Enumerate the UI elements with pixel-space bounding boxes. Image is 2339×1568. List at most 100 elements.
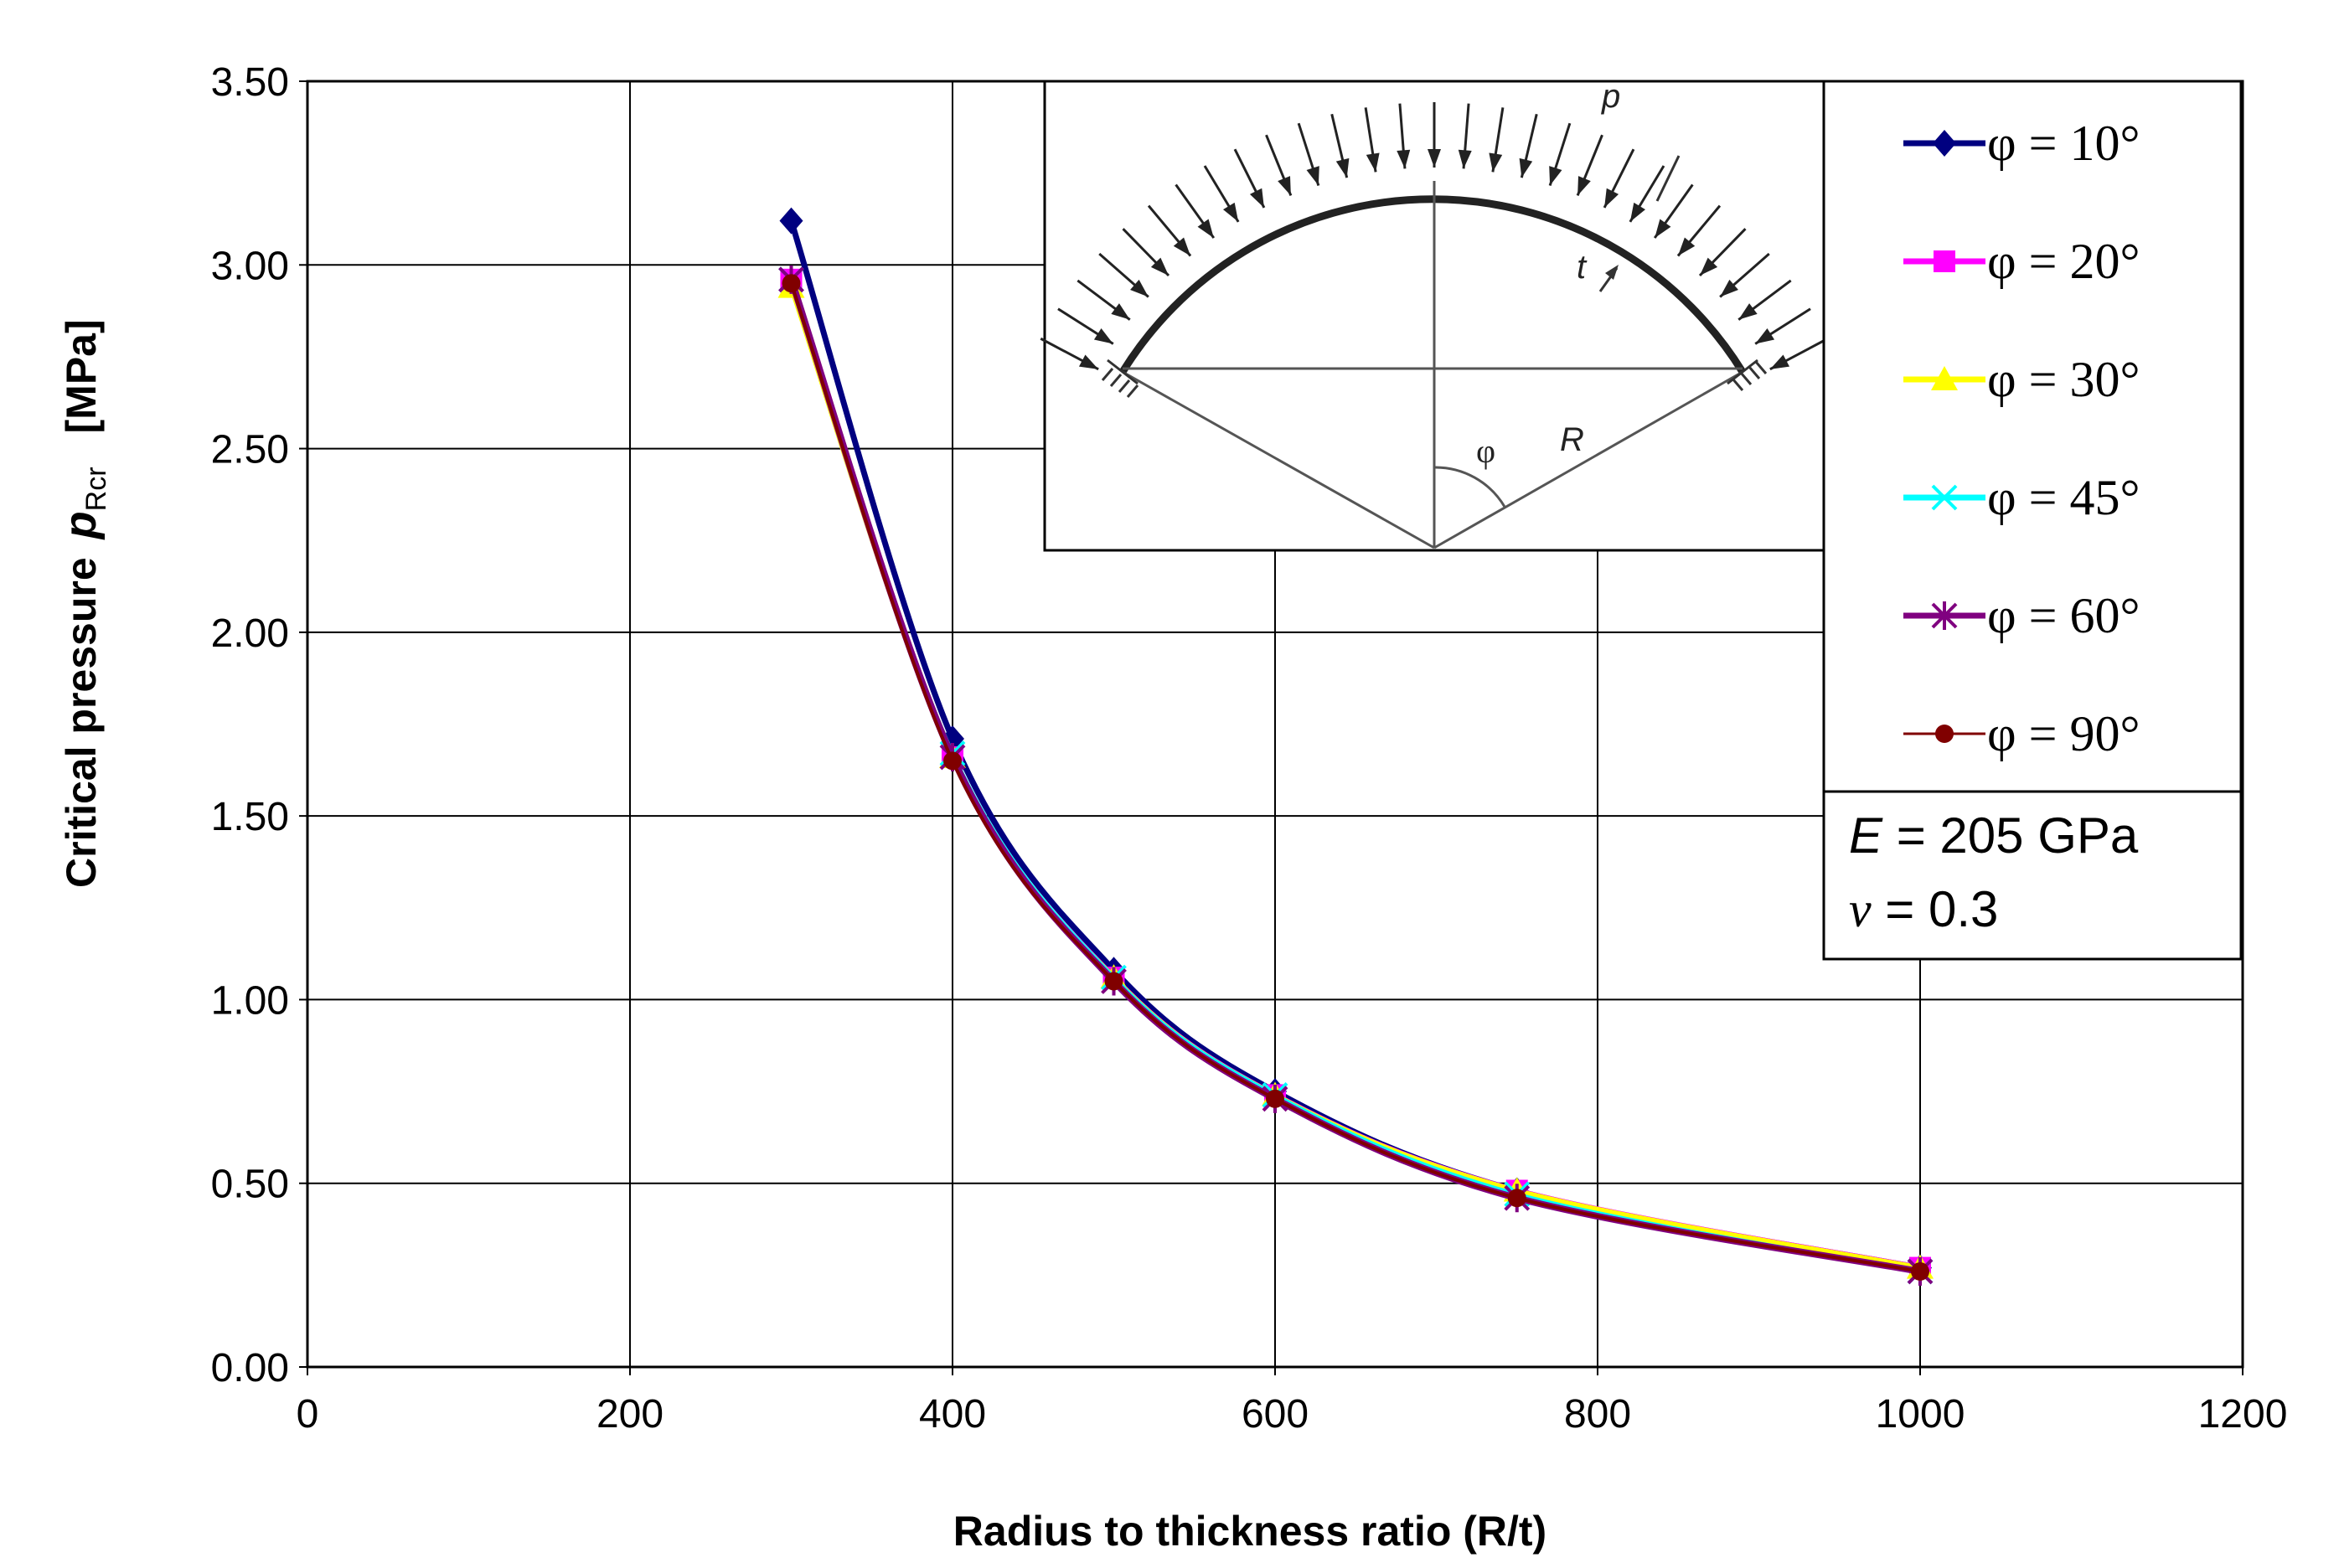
y-tick-label: 2.50 [211, 428, 289, 472]
legend-marker [1935, 725, 1954, 743]
legend-entry: φ = 30° [1903, 352, 2140, 407]
pressure-arrow [1233, 148, 1266, 209]
inset-thickness-label: t [1577, 249, 1588, 286]
pressure-arrow [1428, 102, 1441, 168]
data-point [1911, 1261, 1929, 1281]
y-tick-label: 0.50 [211, 1163, 289, 1207]
legend-label: φ = 60° [1987, 588, 2140, 643]
legend-entry: φ = 90° [1903, 706, 2140, 761]
legend-marker [1931, 366, 1958, 390]
left-support-hatch [1101, 358, 1139, 398]
inset-pressure-label: p [1601, 78, 1620, 115]
poisson-ratio-label: ν = 0.3 [1849, 881, 1998, 937]
data-point [1266, 1089, 1284, 1108]
legend-label: φ = 10° [1987, 116, 2140, 171]
pressure-arrow [1698, 228, 1747, 277]
pressure-arrow [1576, 134, 1603, 197]
x-axis-title: Radius to thickness ratio (R/t) [953, 1508, 1546, 1555]
inset-angle-label: φ [1476, 432, 1495, 470]
pressure-arrow [1147, 204, 1192, 257]
y-axis-title-subscript: Rcr [80, 467, 112, 511]
pressure-arrow [1719, 252, 1770, 298]
y-axis-title-unit: [MPa] [58, 319, 105, 433]
arch-shell [1119, 195, 1746, 374]
pressure-arrow [1057, 307, 1114, 345]
y-axis-ticks: 0.00 0.50 1.00 1.50 2.00 2.50 3.00 3.50 [211, 60, 289, 1390]
properties-box [1822, 790, 2243, 961]
y-tick-label: 2.00 [211, 611, 289, 656]
angle-arc [1433, 466, 1506, 508]
x-tick-label: 1200 [2198, 1392, 2288, 1436]
legend-entry: φ = 20° [1903, 234, 2140, 289]
elastic-modulus-value: = 205 GPa [1882, 807, 2139, 864]
legend-entry: φ = 45° [1903, 470, 2140, 525]
y-tick-label: 1.50 [211, 795, 289, 839]
poisson-ratio-symbol: ν [1849, 882, 1872, 937]
pressure-arrow [1458, 103, 1472, 169]
pressure-arrow [1629, 165, 1665, 223]
series-6 [782, 274, 1929, 1281]
elastic-modulus-symbol: E [1849, 807, 1883, 864]
legend-label: φ = 30° [1987, 352, 2140, 407]
y-tick-label: 1.00 [211, 978, 289, 1023]
y-tick-label: 3.50 [211, 60, 289, 105]
pressure-arrow [1077, 279, 1131, 321]
legend-marker [1933, 130, 1956, 157]
pressure-arrow [1769, 337, 1829, 371]
legend-items: φ = 10° φ = 20° φ = 30° φ = 45° φ = 60° φ = 9… [1903, 116, 2140, 761]
pressure-arrow [1519, 113, 1538, 178]
pressure-arrow [1397, 103, 1411, 169]
data-point [779, 207, 803, 235]
y-axis-title: Critical pressure pRcr [MPa] [55, 319, 112, 888]
pressure-arrow [1122, 228, 1170, 277]
thickness-arrow-head [1605, 265, 1619, 280]
inset-diagram: p t φ R [1040, 78, 1829, 552]
data-point [782, 274, 801, 293]
x-tick-label: 1000 [1876, 1392, 1965, 1436]
right-support-hatch [1727, 358, 1768, 391]
pressure-arrow [1653, 183, 1694, 239]
legend-label: φ = 45° [1987, 470, 2140, 525]
pressure-arrow [1330, 113, 1350, 178]
pressure-arrow [1175, 183, 1216, 239]
y-axis-title-main: Critical pressure [58, 557, 105, 888]
legend-marker [1934, 250, 1955, 272]
pressure-arrow [1364, 107, 1380, 173]
elastic-modulus-label: E = 205 GPa [1849, 807, 2139, 864]
pressure-arrow [1676, 204, 1722, 257]
data-point [1104, 972, 1123, 991]
inset-right-radius [1433, 370, 1743, 549]
poisson-ratio-value: = 0.3 [1872, 881, 1999, 937]
pressure-arrow [1098, 252, 1149, 298]
pressure-arrow [1040, 337, 1099, 371]
legend-marker [1931, 601, 1958, 630]
pressure-arrows [1040, 102, 1829, 371]
x-tick-label: 600 [1242, 1392, 1309, 1436]
x-tick-label: 400 [919, 1392, 986, 1436]
pressure-arrow [1265, 134, 1293, 197]
legend-entry: φ = 10° [1903, 116, 2140, 171]
y-tick-label: 3.00 [211, 244, 289, 288]
series-group [777, 207, 1934, 1286]
x-axis-ticks: 0 200 400 600 800 1000 1200 [297, 1392, 2288, 1436]
y-tick-label: 0.00 [211, 1346, 289, 1390]
pressure-arrow [1297, 122, 1320, 186]
pressure-arrow [1603, 148, 1635, 209]
pressure-label-leader [1655, 155, 1681, 202]
pressure-arrow [1489, 107, 1505, 173]
x-tick-label: 800 [1564, 1392, 1631, 1436]
legend-label: φ = 90° [1987, 706, 2140, 761]
pressure-arrow [1203, 165, 1240, 223]
material-properties: E = 205 GPa ν = 0.3 [1822, 790, 2243, 961]
legend-label: φ = 20° [1987, 234, 2140, 289]
legend-entry: φ = 60° [1903, 588, 2140, 643]
pressure-arrow [1548, 122, 1572, 186]
legend: φ = 10° φ = 20° φ = 30° φ = 45° φ = 60° φ = 9… [1822, 80, 2243, 793]
x-tick-label: 0 [297, 1392, 319, 1436]
inset-radius-label: R [1560, 421, 1584, 458]
y-axis-title-symbol: p [55, 511, 106, 540]
legend-box [1822, 80, 2243, 793]
x-tick-label: 200 [596, 1392, 663, 1436]
inset-left-radius [1122, 370, 1435, 549]
